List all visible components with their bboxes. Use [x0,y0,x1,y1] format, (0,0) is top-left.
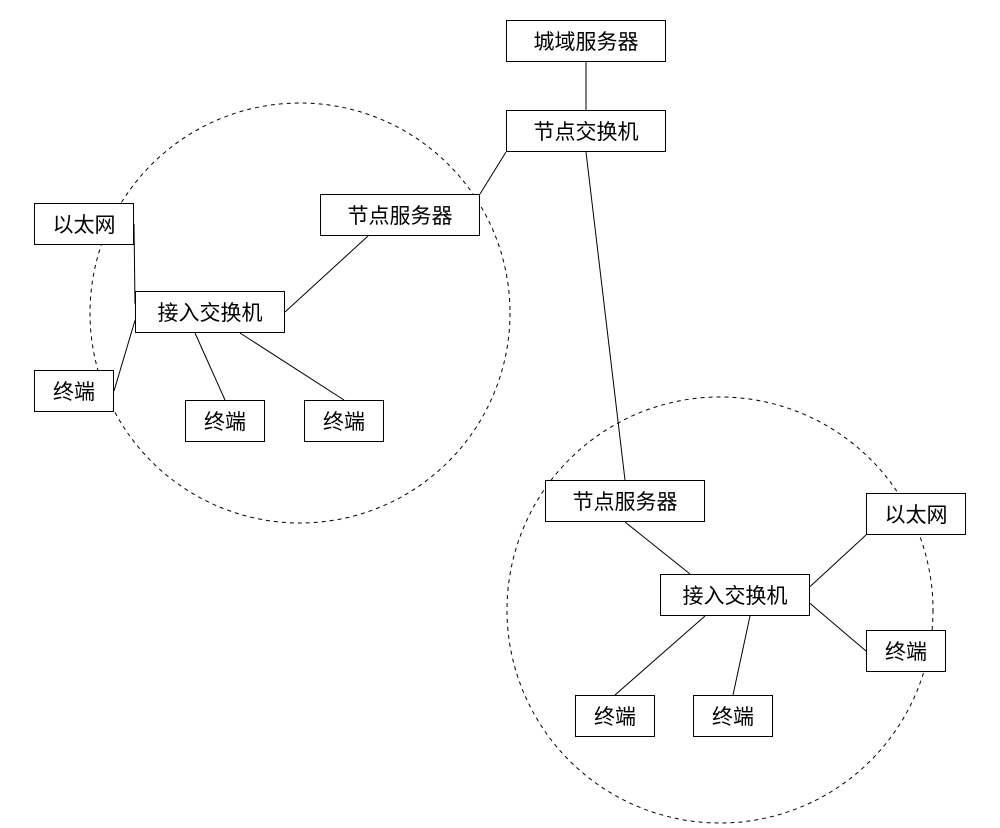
edge [240,333,344,400]
edge [810,603,866,651]
node-label: 节点服务器 [573,486,678,516]
node-terminal_1b: 终端 [185,400,265,442]
node-access_switch_2: 接入交换机 [660,574,810,616]
svg-layer [0,0,1000,828]
node-label: 终端 [885,636,927,666]
node-access_switch_1: 接入交换机 [135,291,285,333]
edge [733,616,750,695]
node-terminal_2a: 终端 [866,630,946,672]
node-label: 以太网 [885,499,948,529]
node-label: 节点交换机 [534,116,639,146]
node-label: 节点服务器 [348,200,453,230]
node-node_server_1: 节点服务器 [320,194,480,236]
node-terminal_1a: 终端 [34,370,114,412]
node-terminal_2b: 终端 [575,695,655,737]
node-terminal_1c: 终端 [304,400,384,442]
edge [480,152,506,194]
node-terminal_2c: 终端 [693,695,773,737]
node-label: 终端 [204,406,246,436]
node-label: 终端 [53,376,95,406]
node-label: 以太网 [53,209,116,239]
node-label: 终端 [712,701,754,731]
node-label: 城域服务器 [534,26,639,56]
node-label: 接入交换机 [683,580,788,610]
edge [195,333,225,400]
node-node_switch: 节点交换机 [506,110,666,152]
diagram-stage: 城域服务器节点交换机节点服务器以太网接入交换机终端终端终端节点服务器接入交换机以… [0,0,1000,828]
edge [615,616,705,695]
node-metro_server: 城域服务器 [506,20,666,62]
edge [625,522,690,574]
node-label: 终端 [323,406,365,436]
node-node_server_2: 节点服务器 [545,480,705,522]
node-label: 接入交换机 [158,297,263,327]
node-ethernet_1: 以太网 [34,203,134,245]
node-ethernet_2: 以太网 [866,493,966,535]
edge [285,236,368,312]
node-label: 终端 [594,701,636,731]
edge [114,320,135,391]
edge [810,535,866,587]
